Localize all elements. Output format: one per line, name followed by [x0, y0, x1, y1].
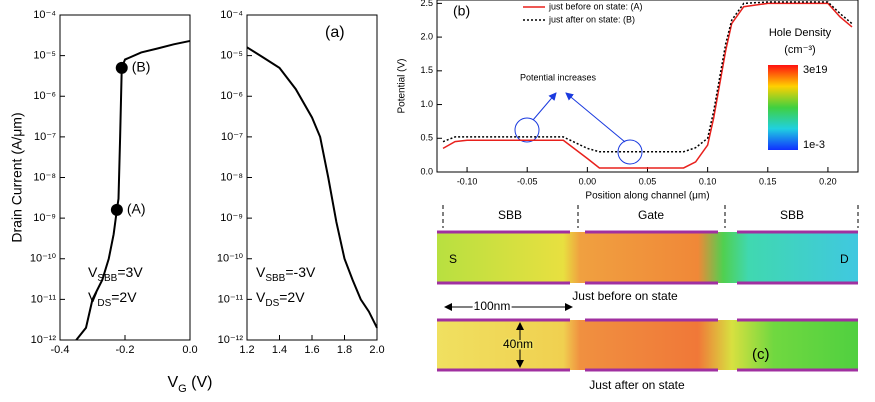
y-tick-label: 10⁻⁴: [33, 9, 56, 21]
x-tick-label: 1.2: [239, 344, 254, 356]
y-tick-label: 10⁻⁵: [220, 50, 243, 62]
label-sub: G: [178, 383, 187, 395]
arrow: [565, 92, 626, 143]
x-axis-label: Position along channel (μm): [585, 191, 709, 202]
y-tick-label: 0.0: [420, 166, 433, 176]
note: VDS=2V: [256, 289, 305, 309]
x-tick-label: 1.6: [304, 344, 319, 356]
colorbar-title: Hole Density: [769, 27, 832, 39]
x-tick-label: 0.20: [819, 176, 837, 186]
highlight-circle: [514, 117, 540, 143]
drain-label: D: [840, 252, 849, 266]
y-tick-label: 10⁻⁸: [33, 171, 56, 183]
x-tick-label: -0.10: [457, 176, 478, 186]
y-axis-label: Potential (V): [397, 58, 408, 113]
label-part: (V): [187, 374, 213, 391]
annotation: Potential increases: [520, 72, 597, 82]
caption: Just after on state: [589, 378, 685, 392]
y-axis-label: Drain Current (A/μm): [9, 112, 25, 242]
y-tick-label: 10⁻⁵: [33, 50, 56, 62]
series-line: [75, 39, 191, 341]
y-tick-label: 10⁻⁹: [33, 212, 56, 224]
region-dividers: [442, 205, 859, 228]
note-part: =-3V: [285, 264, 316, 280]
y-tick-label: 1.0: [420, 99, 433, 109]
x-tick-label: 2.0: [369, 344, 384, 356]
series-line: [442, 2, 853, 169]
device-before: [437, 232, 858, 283]
y-tick-label: 10⁻⁸: [220, 171, 243, 183]
arrow: [532, 92, 557, 121]
note-part: V: [256, 289, 266, 305]
y-tick-label: 2.5: [420, 0, 433, 8]
note-sub: SBB: [97, 273, 117, 284]
x-tick-label: 0.00: [579, 176, 597, 186]
colorbar-min: 1e-3: [803, 139, 825, 151]
series-line: [246, 46, 378, 329]
panel-label: (a): [325, 24, 345, 41]
y-tick-label: 10⁻⁷: [221, 131, 243, 143]
series-line: [442, 1, 853, 153]
legend-label: just after on state: (B): [548, 14, 635, 24]
x-axis-label: VG (V): [167, 374, 212, 395]
dimension-label: 40nm: [503, 337, 533, 351]
label-part: V: [167, 374, 178, 391]
source-label: S: [449, 252, 457, 266]
colorbar: [768, 65, 798, 150]
region-label: SBB: [780, 208, 804, 222]
region-label: Gate: [638, 208, 664, 222]
x-tick-label: 0.15: [759, 176, 777, 186]
note-sub: SBB: [265, 273, 285, 284]
colorbar-max: 3e19: [803, 64, 827, 76]
note-sub: DS: [265, 298, 279, 309]
x-tick-label: -0.4: [51, 344, 70, 356]
y-tick-label: 10⁻⁹: [220, 212, 243, 224]
y-tick-label: 0.5: [420, 133, 433, 143]
panel-label: (b): [453, 3, 470, 19]
y-tick-label: 10⁻¹¹: [31, 293, 57, 305]
y-tick-label: 10⁻¹⁰: [217, 253, 244, 265]
note-part: =2V: [279, 289, 305, 305]
marker-label: (A): [127, 201, 146, 217]
note-part: =3V: [117, 264, 143, 280]
x-tick-label: 0.05: [639, 176, 657, 186]
marker-label: (B): [132, 59, 151, 75]
y-tick-label: 2.0: [420, 31, 433, 41]
note-part: V: [256, 264, 266, 280]
y-tick-label: 1.5: [420, 65, 433, 75]
x-tick-label: 0.10: [699, 176, 717, 186]
region-label: SBB: [498, 208, 522, 222]
y-tick-label: 10⁻¹¹: [218, 293, 244, 305]
y-tick-label: 10⁻¹²: [31, 334, 57, 346]
x-tick-label: -0.05: [517, 176, 538, 186]
y-tick-label: 10⁻¹²: [218, 334, 244, 346]
y-tick-label: 10⁻⁶: [33, 90, 56, 102]
colorbar-unit: (cm⁻³): [784, 44, 815, 56]
panel-label: (c): [752, 346, 770, 363]
y-tick-label: 10⁻⁷: [34, 131, 56, 143]
note-part: V: [88, 264, 98, 280]
x-tick-label: 1.8: [337, 344, 352, 356]
x-tick-label: 0.0: [182, 344, 197, 356]
note-sub: DS: [97, 298, 111, 309]
device-after: [437, 320, 858, 370]
note-part: =2V: [111, 289, 137, 305]
caption: Just before on state: [572, 289, 678, 303]
x-tick-label: 1.4: [272, 344, 287, 356]
dimension-label: 100nm: [474, 299, 511, 313]
highlight-circle: [617, 139, 643, 165]
marker: [115, 61, 128, 74]
legend-label: just before on state: (A): [548, 1, 643, 11]
y-tick-label: 10⁻⁴: [220, 9, 243, 21]
marker: [110, 203, 123, 216]
y-tick-label: 10⁻¹⁰: [30, 253, 57, 265]
y-tick-label: 10⁻⁶: [220, 90, 243, 102]
note: VSBB=3V: [88, 264, 143, 284]
x-tick-label: -0.2: [116, 344, 135, 356]
note: VSBB=-3V: [256, 264, 316, 284]
